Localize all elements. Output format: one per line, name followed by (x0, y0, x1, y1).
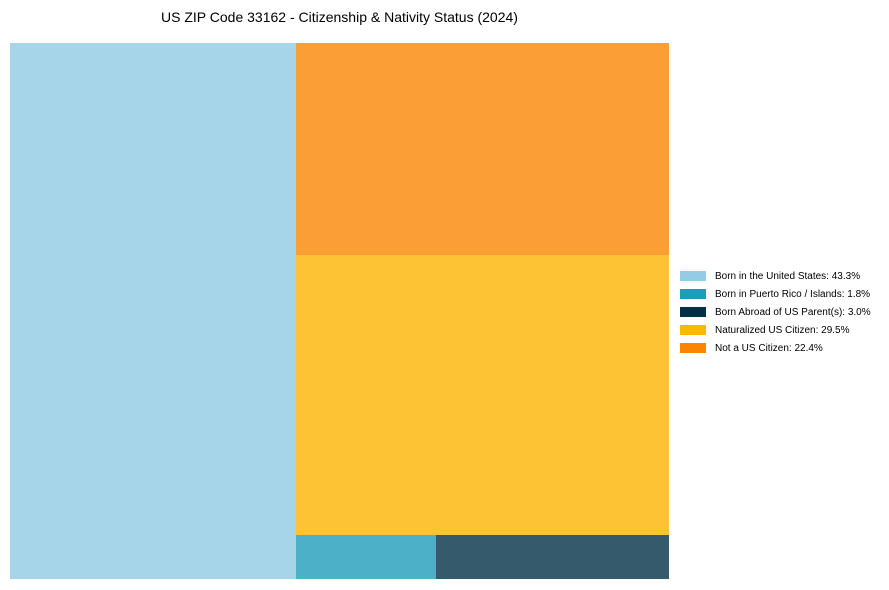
legend-label: Not a US Citizen: 22.4% (715, 342, 823, 354)
legend-item: Born Abroad of US Parent(s): 3.0% (680, 303, 871, 321)
treemap-cell (296, 535, 436, 579)
treemap-cell (296, 43, 669, 255)
legend-item: Naturalized US Citizen: 29.5% (680, 321, 871, 339)
legend-item: Born in Puerto Rico / Islands: 1.8% (680, 285, 871, 303)
legend-swatch (680, 343, 706, 353)
legend-label: Naturalized US Citizen: 29.5% (715, 324, 850, 336)
legend-label: Born in Puerto Rico / Islands: 1.8% (715, 288, 871, 300)
legend-label: Born in the United States: 43.3% (715, 270, 861, 282)
legend-swatch (680, 271, 706, 281)
legend-swatch (680, 307, 706, 317)
legend-swatch (680, 325, 706, 335)
treemap-cell (10, 43, 296, 579)
chart-title: US ZIP Code 33162 - Citizenship & Nativi… (161, 9, 518, 25)
treemap-cell (436, 535, 669, 579)
legend-item: Born in the United States: 43.3% (680, 267, 871, 285)
legend-swatch (680, 289, 706, 299)
chart-legend: Born in the United States: 43.3% Born in … (680, 267, 871, 357)
treemap-cell (296, 255, 669, 535)
legend-item: Not a US Citizen: 22.4% (680, 339, 871, 357)
legend-label: Born Abroad of US Parent(s): 3.0% (715, 306, 871, 318)
